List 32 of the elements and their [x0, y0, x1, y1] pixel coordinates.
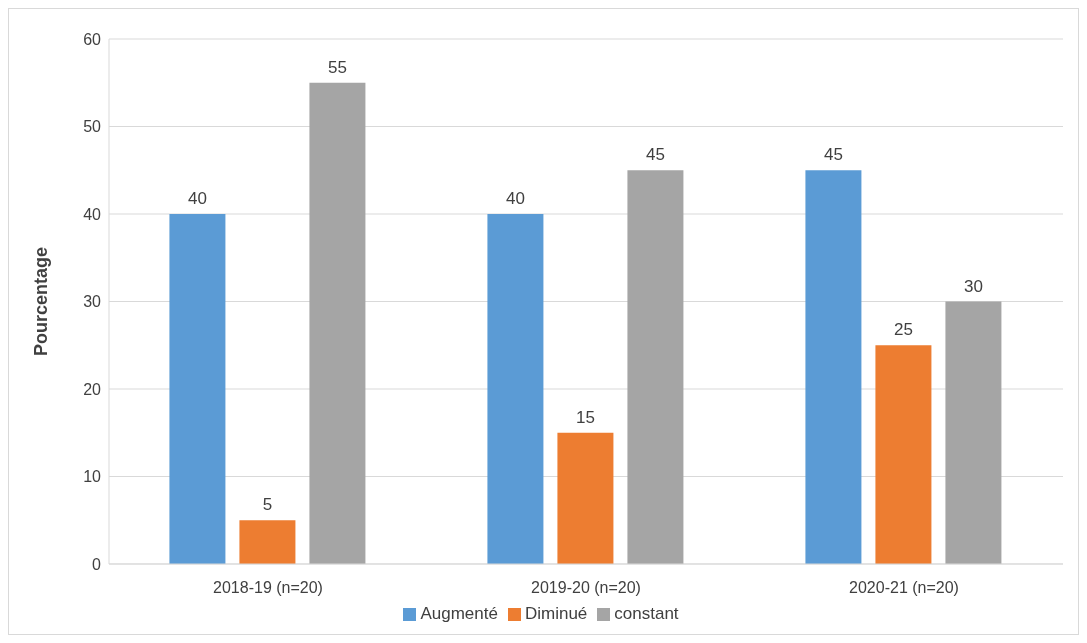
- data-label: 40: [505, 189, 525, 208]
- y-axis-title: Pourcentage: [31, 246, 52, 357]
- y-tick-label: 10: [83, 468, 102, 486]
- bar: [487, 214, 544, 564]
- bar: [945, 301, 1002, 564]
- bar: [239, 520, 296, 564]
- y-tick-label: 50: [83, 118, 102, 136]
- x-tick-label: 2020-21 (n=20): [849, 579, 959, 597]
- bar: [169, 214, 226, 564]
- legend-label: Augmenté: [420, 604, 498, 623]
- data-label: 15: [575, 407, 595, 427]
- y-tick-label: 40: [83, 205, 102, 223]
- bar: [309, 82, 366, 564]
- x-tick-label: 2018-19 (n=20): [213, 579, 323, 597]
- data-label: 5: [262, 495, 273, 515]
- bar: [627, 170, 684, 564]
- y-tick-label: 30: [83, 293, 102, 311]
- bar: [557, 432, 614, 564]
- data-label: 45: [645, 145, 665, 165]
- bar: [805, 170, 862, 564]
- y-tick-label: 0: [92, 555, 102, 573]
- x-tick-label: 2019-20 (n=20): [531, 579, 641, 597]
- data-label: 55: [327, 57, 347, 77]
- data-label: 30: [963, 276, 983, 296]
- y-tick-label: 20: [83, 380, 102, 398]
- data-label: 25: [893, 320, 913, 340]
- y-tick-label: 60: [83, 30, 102, 48]
- legend-label: Diminué: [524, 604, 588, 623]
- data-label: 45: [823, 145, 843, 165]
- bar: [875, 345, 932, 564]
- data-label: 40: [187, 189, 207, 208]
- legend-label: constant: [614, 604, 679, 623]
